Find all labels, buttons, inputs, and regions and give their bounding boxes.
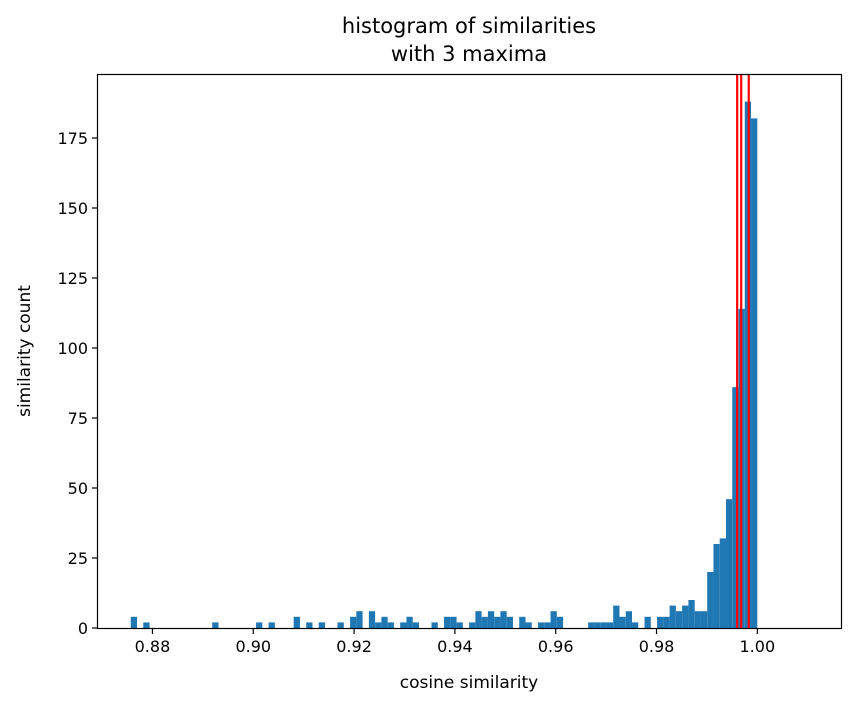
histogram-bar — [387, 622, 394, 628]
histogram-bar — [732, 387, 739, 628]
histogram-bar — [212, 622, 219, 628]
histogram-bar — [550, 611, 557, 628]
histogram-bar — [506, 616, 513, 628]
histogram-bar — [494, 616, 501, 628]
histogram-bar — [707, 572, 714, 628]
y-tick-label: 75 — [68, 409, 88, 428]
y-axis-label: similarity count — [15, 285, 35, 417]
histogram-bar — [725, 499, 733, 628]
x-tick-label: 0.88 — [135, 637, 171, 656]
y-tick-label: 150 — [57, 199, 88, 218]
chart-title-line-2: with 3 maxima — [391, 42, 547, 66]
histogram-bar — [375, 622, 382, 628]
histogram-bar — [556, 616, 564, 628]
histogram-bar — [632, 622, 639, 628]
histogram-bar — [694, 611, 701, 628]
histogram-bar — [268, 622, 275, 628]
histogram-bar — [675, 611, 683, 628]
histogram-bar — [600, 622, 607, 628]
histogram-bar — [657, 616, 664, 628]
histogram-bar — [619, 616, 626, 628]
histogram-bar — [525, 622, 532, 628]
x-tick-label: 0.94 — [437, 637, 473, 656]
histogram-bar — [669, 605, 676, 628]
histogram-bar — [538, 622, 545, 628]
maxima-lines — [736, 75, 750, 628]
histogram-bar — [588, 622, 595, 628]
histogram-bar — [487, 611, 495, 628]
histogram-bar — [444, 616, 451, 628]
histogram-bar — [318, 622, 325, 628]
histogram-bar — [130, 616, 138, 628]
histogram-bar — [713, 544, 720, 628]
histogram-bars — [130, 101, 758, 629]
histogram-bar — [412, 622, 419, 628]
histogram-bar — [700, 611, 708, 628]
y-tick-label: 50 — [68, 479, 88, 498]
chart-title-line-1: histogram of similarities — [342, 14, 596, 38]
histogram-bar — [306, 622, 313, 628]
histogram-bar — [356, 611, 363, 628]
histogram-bar — [751, 118, 758, 629]
histogram-bar — [368, 611, 376, 628]
y-axis-ticks: 0 25 50 75 100 125 150 175 — [57, 129, 98, 638]
histogram-bar — [719, 538, 726, 628]
histogram-bar — [625, 611, 633, 628]
histogram-bar — [350, 616, 357, 628]
x-axis-ticks: 0.88 0.90 0.92 0.94 0.96 0.98 1.00 — [135, 628, 776, 656]
histogram-bar — [682, 605, 689, 628]
y-tick-label: 100 — [57, 339, 88, 358]
x-tick-label: 0.96 — [538, 637, 574, 656]
histogram-bar — [644, 616, 651, 628]
histogram-bar — [381, 616, 388, 628]
x-tick-label: 0.98 — [639, 637, 675, 656]
histogram-bar — [481, 616, 488, 628]
histogram-bar — [456, 622, 463, 628]
histogram-bar — [256, 622, 263, 628]
histogram-bar — [293, 616, 300, 628]
x-axis-label: cosine similarity — [400, 673, 538, 693]
y-tick-label: 175 — [57, 129, 88, 148]
histogram-bar — [469, 622, 476, 628]
x-tick-label: 0.92 — [336, 637, 372, 656]
histogram-bar — [400, 622, 407, 628]
y-tick-label: 25 — [68, 549, 88, 568]
y-tick-label: 0 — [78, 619, 88, 638]
histogram-bar — [337, 622, 344, 628]
histogram-bar — [594, 622, 601, 628]
histogram-bar — [450, 616, 457, 628]
histogram-bar — [613, 605, 620, 628]
x-tick-label: 0.90 — [235, 637, 271, 656]
histogram-bar — [500, 611, 507, 628]
histogram-bar — [688, 600, 695, 628]
histogram-bar — [431, 622, 438, 628]
histogram-bar — [544, 622, 551, 628]
plot-frame — [96, 73, 843, 630]
histogram-bar — [519, 616, 526, 628]
histogram-bar — [475, 611, 482, 628]
y-tick-label: 125 — [57, 269, 88, 288]
histogram-bar — [606, 622, 614, 628]
histogram-bar — [406, 616, 413, 628]
histogram-bar — [663, 616, 670, 628]
histogram-bar — [143, 622, 150, 628]
x-tick-label: 1.00 — [740, 637, 776, 656]
